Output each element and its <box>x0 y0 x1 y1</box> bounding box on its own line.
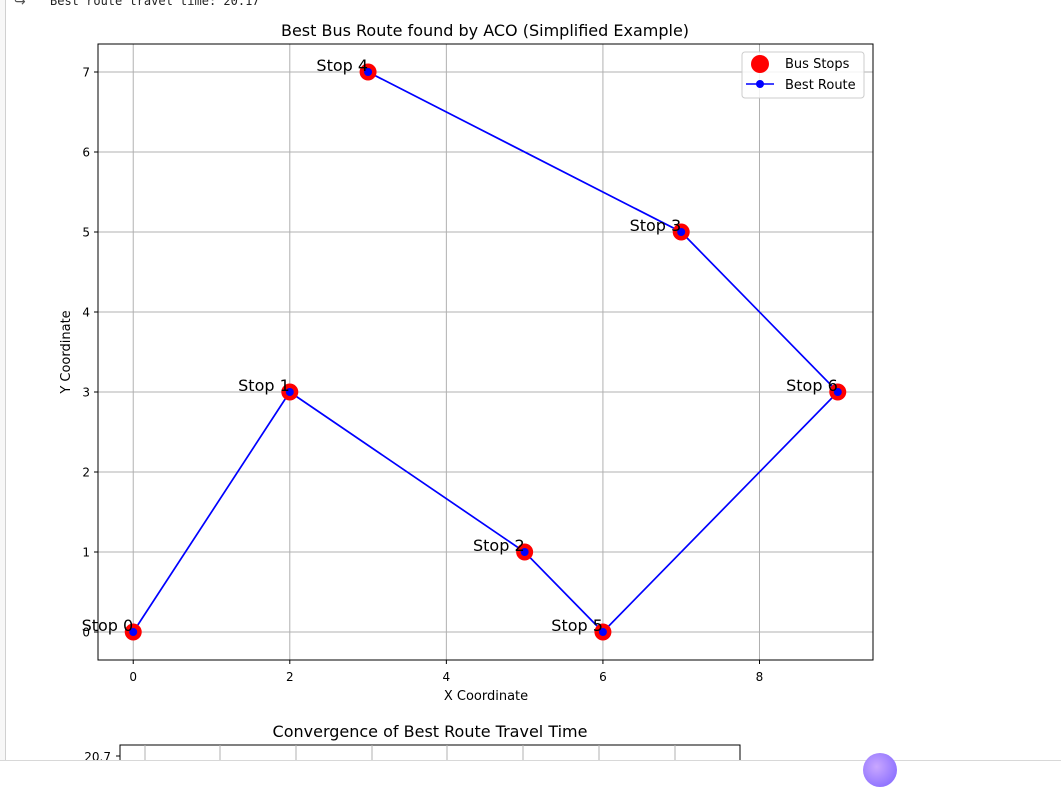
legend: Bus Stops Best Route <box>741 51 865 99</box>
assistant-fab-icon[interactable] <box>863 753 897 787</box>
stop-labels: Stop 0 Stop 1 Stop 2 Stop 3 Stop 4 Stop 5 Stop… <box>82 56 838 635</box>
y-tick-label: 0 <box>82 626 90 640</box>
y-ticks: 0 1 2 3 4 5 6 7 <box>82 66 98 640</box>
route-point-marker <box>833 388 842 396</box>
route-point-marker <box>598 628 607 636</box>
stop-label: Stop 6 <box>786 376 838 395</box>
y-tick-label: 7 <box>82 66 90 80</box>
route-point-marker <box>364 68 373 76</box>
stdout-text: Best route travel time: 20.17 <box>50 0 260 8</box>
y-tick-label: 2 <box>82 466 90 480</box>
grid <box>98 44 873 660</box>
x-tick-label: 2 <box>286 670 294 684</box>
convergence-chart: Convergence of Best Route Travel Time 20… <box>84 722 741 765</box>
legend-best-route-marker <box>756 80 764 88</box>
x-axis-label: X Coordinate <box>444 689 528 704</box>
plot-frame <box>97 43 874 661</box>
route-point-marker <box>520 548 529 556</box>
plot-area <box>98 44 873 660</box>
x-tick-label: 8 <box>756 670 764 684</box>
stop-label: Stop 5 <box>551 616 603 635</box>
y-axis-label: Y Coordinate <box>59 310 74 394</box>
legend-best-route-label: Best Route <box>785 78 856 93</box>
x-ticks: 0 2 4 6 8 <box>129 660 763 684</box>
route-point-marker <box>285 388 294 396</box>
y-tick-label: 5 <box>82 226 90 240</box>
y-tick-label: 4 <box>82 306 90 320</box>
output-arrow-icon[interactable]: ↪ <box>14 0 26 10</box>
stop-label: Stop 0 <box>82 616 134 635</box>
x-tick-label: 4 <box>443 670 451 684</box>
y-tick-label: 3 <box>82 386 90 400</box>
stop-label: Stop 4 <box>316 56 368 75</box>
stop-label: Stop 3 <box>630 216 682 235</box>
bottom-divider <box>0 760 1061 766</box>
x-tick-label: 6 <box>599 670 607 684</box>
stop-label: Stop 1 <box>238 376 290 395</box>
y-tick-label: 1 <box>82 546 90 560</box>
legend-bus-stops-label: Bus Stops <box>785 57 850 72</box>
legend-bus-stops-marker <box>751 55 769 73</box>
route-point-marker <box>677 228 686 236</box>
cell-gutter <box>0 0 6 765</box>
convergence-chart-title: Convergence of Best Route Travel Time <box>273 722 588 741</box>
stop-label: Stop 2 <box>473 536 525 555</box>
x-tick-label: 0 <box>129 670 137 684</box>
chart-title: Best Bus Route found by ACO (Simplified … <box>281 21 689 40</box>
y-tick-label: 6 <box>82 146 90 160</box>
route-point-marker <box>129 628 138 636</box>
bus-stops <box>124 63 847 641</box>
